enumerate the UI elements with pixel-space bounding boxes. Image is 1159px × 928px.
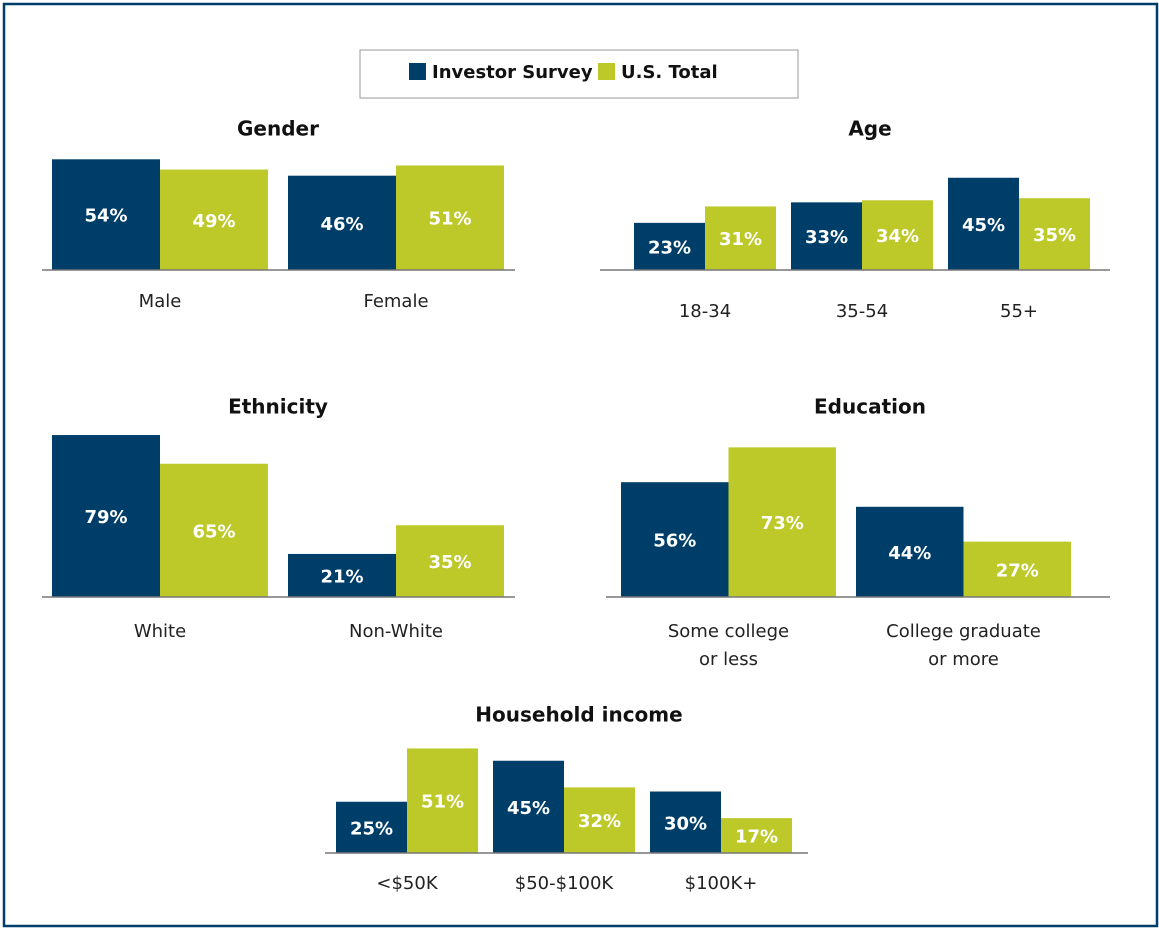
category-label-box: $50-$100K [514,873,614,894]
value-label: 79% [84,507,127,528]
value-label: 33% [805,227,848,248]
bar [52,159,160,270]
x-tick-label: 18-34 [678,301,732,322]
value-label: 45% [507,798,550,819]
category-label-box: 35-54 [835,301,889,322]
category-label-box: Male [138,291,182,312]
legend-label: U.S. Total [621,62,718,83]
legend-swatch [409,63,426,80]
chart-title: Age [848,117,891,141]
value-label: 44% [888,543,931,564]
value-label: 54% [84,206,127,227]
value-label: 30% [664,813,707,834]
bar [1019,198,1090,270]
category-label-box: Female [363,291,429,312]
x-tick-label: White [133,621,187,642]
chart-title: Ethnicity [228,395,328,419]
bar [160,463,268,597]
x-tick-label: $50-$100K [514,873,614,894]
bar [407,748,478,853]
value-label: 56% [653,531,696,552]
category-label-box: 18-34 [678,301,732,322]
bar [493,760,564,853]
chart-title: Education [814,395,926,419]
value-label: 51% [421,792,464,813]
value-label: 21% [320,566,363,587]
bar [791,202,862,270]
bar [856,506,964,597]
value-label: 73% [761,513,804,534]
x-tick-label: College graduate or more [886,621,1041,670]
value-label: 46% [320,214,363,235]
category-label-box: White [133,621,187,642]
category-label-box: College graduate or more [886,621,1041,670]
x-tick-label: Female [363,291,429,312]
x-tick-label: <$50K [376,873,438,894]
value-label: 23% [648,237,691,258]
bar [336,801,407,853]
x-tick-label: 35-54 [835,301,889,322]
bar [160,169,268,270]
value-label: 27% [996,560,1039,581]
value-label: 34% [876,226,919,247]
value-label: 65% [192,521,235,542]
legend-box [359,49,799,99]
bar [288,553,396,597]
bar [705,206,776,270]
category-label-box: $100K+ [684,873,758,894]
bar [634,222,705,270]
value-label: 51% [428,209,471,230]
value-label: 35% [428,552,471,573]
value-label: 31% [719,229,762,250]
bar [728,447,836,597]
bar [52,435,160,597]
chart-title: Household income [475,703,682,727]
bar [650,791,721,853]
value-label: 17% [735,827,778,848]
bar [396,525,504,597]
value-label: 45% [962,215,1005,236]
category-label-box: <$50K [376,873,438,894]
chart-title: Gender [237,117,319,141]
category-label-box: Non-White [349,621,443,642]
value-label: 32% [578,811,621,832]
bar [621,482,729,597]
legend-label: Investor Survey [432,62,593,83]
value-label: 25% [350,818,393,839]
x-tick-label: Some college or less [667,621,790,670]
value-label: 35% [1033,225,1076,246]
category-label-box: 55+ [1000,301,1038,322]
x-tick-label: Male [138,291,182,312]
bar [288,175,396,270]
x-tick-label: $100K+ [684,873,758,894]
bar [948,177,1019,270]
legend-swatch [598,63,615,80]
bar [564,787,635,853]
x-tick-label: 55+ [1000,301,1038,322]
bar [963,541,1071,597]
value-label: 49% [192,211,235,232]
category-label-box: Some college or less [667,621,790,670]
bar [862,200,933,270]
bar [721,818,792,853]
x-tick-label: Non-White [349,621,443,642]
bar [396,165,504,270]
